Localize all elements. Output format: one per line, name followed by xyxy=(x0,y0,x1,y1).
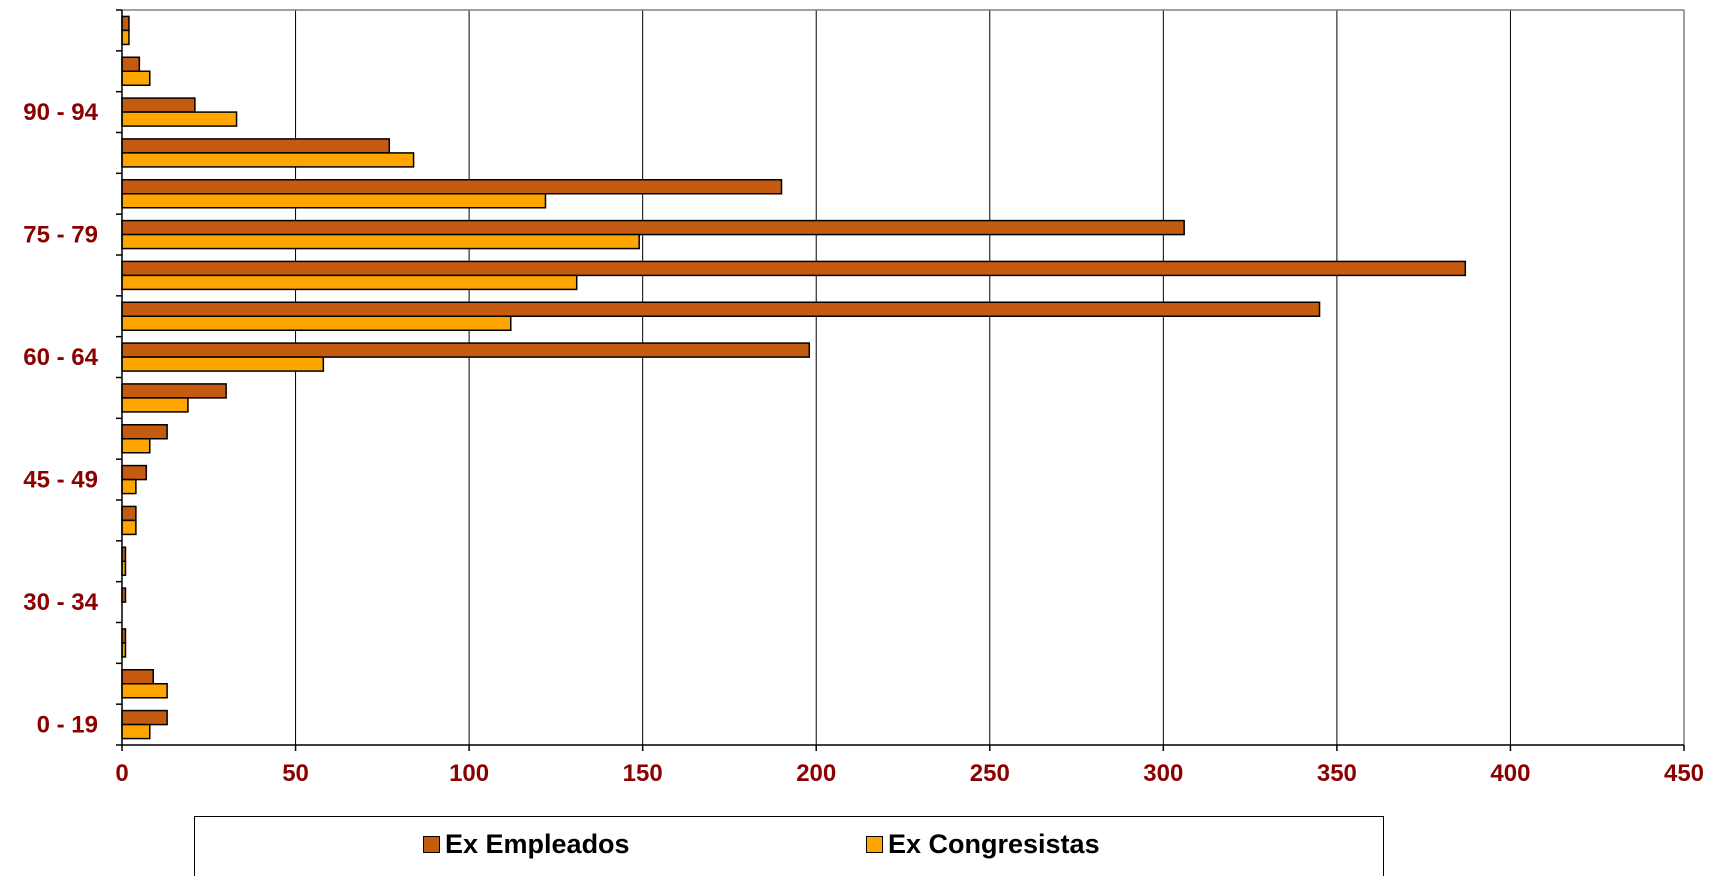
bar-ex-congresistas xyxy=(121,70,151,86)
bar-ex-empleados xyxy=(121,56,141,72)
x-tick-label: 50 xyxy=(282,760,309,787)
bar-ex-empleados xyxy=(121,709,168,726)
bar-ex-empleados xyxy=(121,15,130,32)
y-axis-labels: 0 - 19 30 - 34 45 - 49 60 - 64 75 - 79 90 - 9… xyxy=(23,99,98,739)
bar-ex-congresistas xyxy=(121,356,325,372)
bar-ex-empleados xyxy=(121,301,1321,317)
bar-ex-congresistas xyxy=(121,274,578,291)
bar-ex-empleados xyxy=(121,179,783,195)
legend-item-ex-empleados: Ex Empleados xyxy=(423,829,630,860)
legend-item-ex-congresistas: Ex Congresistas xyxy=(866,829,1100,860)
bar-ex-empleados xyxy=(121,260,1467,277)
legend-label-ex-empleados: Ex Empleados xyxy=(445,829,630,859)
y-tick-label: 75 - 79 xyxy=(23,222,98,249)
legend-swatch-ex-empleados xyxy=(423,836,440,853)
legend-label-ex-congresistas: Ex Congresistas xyxy=(888,829,1100,859)
grid-lines xyxy=(122,9,1685,745)
y-tick-label: 45 - 49 xyxy=(23,467,98,494)
x-tick-label: 100 xyxy=(449,760,489,787)
x-tick-label: 150 xyxy=(623,760,663,787)
x-tick-label: 400 xyxy=(1490,760,1530,787)
bar-ex-empleados xyxy=(121,505,137,522)
y-tick-label: 0 - 19 xyxy=(37,712,98,739)
x-tick-label: 200 xyxy=(796,760,836,787)
y-tick-label: 90 - 94 xyxy=(23,99,98,126)
x-tick-label: 300 xyxy=(1143,760,1183,787)
bar-ex-empleados xyxy=(121,97,196,113)
bar-ex-congresistas xyxy=(121,233,640,250)
bar-ex-empleados xyxy=(121,342,811,358)
x-tick-label: 0 xyxy=(115,760,128,787)
bar-ex-congresistas xyxy=(121,478,137,495)
legend: Ex Empleados Ex Congresistas xyxy=(194,816,1384,876)
bars xyxy=(121,15,1467,740)
y-tick-label: 60 - 64 xyxy=(23,344,98,371)
bar-ex-congresistas xyxy=(121,152,415,168)
x-tick-label: 450 xyxy=(1664,760,1704,787)
bar-ex-congresistas xyxy=(121,29,130,46)
bar-ex-congresistas xyxy=(121,193,547,209)
bar-ex-congresistas xyxy=(121,315,512,331)
bar-ex-congresistas xyxy=(121,111,238,127)
bar-ex-congresistas xyxy=(121,438,151,454)
bar-ex-empleados xyxy=(121,424,168,440)
bar-ex-congresistas xyxy=(121,519,137,536)
x-axis-labels: 0 50 100 150 200 250 300 350 400 450 xyxy=(115,760,1704,787)
bar-ex-congresistas xyxy=(121,723,151,740)
bar-ex-empleados xyxy=(121,669,154,685)
bar-ex-empleados xyxy=(121,464,148,481)
x-tick-label: 250 xyxy=(970,760,1010,787)
x-tick-label: 350 xyxy=(1317,760,1357,787)
bar-ex-empleados xyxy=(121,383,227,399)
bar-ex-congresistas xyxy=(121,683,168,699)
bar-ex-empleados xyxy=(121,138,391,154)
axes xyxy=(116,9,1685,751)
y-tick-label: 30 - 34 xyxy=(23,589,98,616)
legend-swatch-ex-congresistas xyxy=(866,836,883,853)
bar-ex-congresistas xyxy=(121,397,189,413)
bar-ex-empleados xyxy=(121,219,1185,236)
